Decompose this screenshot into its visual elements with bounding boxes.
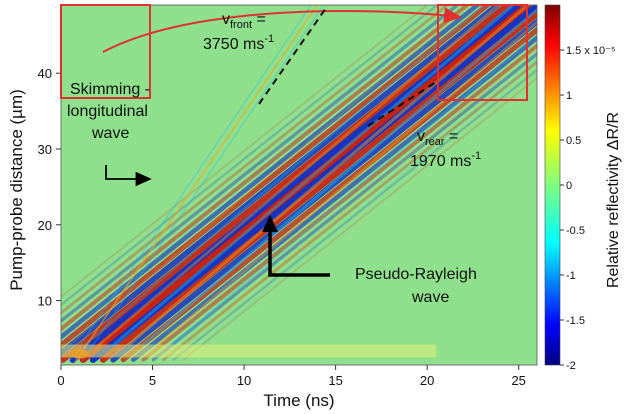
rayleigh-wave-annotation: Pseudo-Rayleigh wave xyxy=(262,215,477,306)
v-rear-value: 1970 ms-1 xyxy=(410,150,481,170)
wave-fringe xyxy=(120,26,537,363)
highlight-box-start xyxy=(60,4,151,99)
wave-fringe xyxy=(61,5,480,340)
rayleigh-arrowhead xyxy=(262,215,278,232)
rayleigh-line-1: Pseudo-Rayleigh xyxy=(355,266,477,283)
wave-fringe xyxy=(81,5,325,362)
colorbar-label: Relative reflectivity ΔR/R xyxy=(605,112,622,288)
plot-area xyxy=(60,4,538,366)
colorbar-tick-label: 0 xyxy=(566,180,572,192)
colorbar-tick-label: 0.5 xyxy=(566,135,581,147)
wave-fringe xyxy=(162,60,537,362)
skimming-line-3: wave xyxy=(91,125,129,142)
wave-fringe xyxy=(79,5,532,363)
wave-fringe xyxy=(61,5,501,357)
colorbar: -2 -1.5 -1 -0.5 0 0.5 1 1.5 x 10⁻⁵ Relative ref… xyxy=(544,4,622,372)
v-rear-label: vrear = xyxy=(417,128,458,148)
x-tick-label: 20 xyxy=(420,373,434,388)
wave-fringe xyxy=(100,9,537,363)
rayleigh-arrow xyxy=(268,226,330,277)
wave-fringe xyxy=(61,5,511,363)
v-front-value: 3750 ms-1 xyxy=(203,33,274,53)
wave-fringe xyxy=(182,76,537,361)
y-tick-label: 30 xyxy=(38,142,52,157)
rayleigh-line-2: wave xyxy=(411,289,449,306)
front-velocity-line xyxy=(258,7,327,105)
skimming-line-2: longitudinal xyxy=(67,103,148,120)
wave-fringe xyxy=(74,5,319,363)
colorbar-tick-label: 1 xyxy=(566,90,572,102)
wave-fringe xyxy=(68,5,312,362)
colorbar-tick-label: -0.5 xyxy=(566,225,585,237)
skimming-wave-annotation: Skimming - longitudinal wave xyxy=(67,81,152,187)
x-tick-label: 0 xyxy=(57,373,64,388)
y-tick-label: 20 xyxy=(38,218,52,233)
wave-fringe xyxy=(141,43,537,362)
wave-fringe xyxy=(69,5,521,363)
wave-fringe xyxy=(89,5,537,363)
wave-fringe xyxy=(141,7,537,347)
colorbar-gradient xyxy=(544,4,561,366)
colorbar-ticks: -2 -1.5 -1 -0.5 0 0.5 1 1.5 x 10⁻⁵ xyxy=(560,45,616,372)
wave-fringe xyxy=(62,5,305,362)
x-tick-label: 25 xyxy=(511,373,525,388)
wave-fringe xyxy=(61,5,439,307)
wave-fringe xyxy=(87,5,331,362)
x-tick-label: 5 xyxy=(149,373,156,388)
red-curved-arrow xyxy=(102,7,462,53)
wave-fringe xyxy=(61,5,429,299)
wave-fringe xyxy=(61,5,441,329)
wave-fringe xyxy=(151,51,537,362)
wave-fringe xyxy=(69,5,471,346)
skimming-arrow xyxy=(105,165,152,187)
wave-fringe xyxy=(172,68,537,361)
wave-fringe xyxy=(98,5,500,346)
x-tick-label: 10 xyxy=(237,373,251,388)
wave-fringe xyxy=(171,33,537,346)
x-axis: 0 5 10 15 20 25 xyxy=(57,365,526,388)
plot-frame xyxy=(60,4,538,366)
wave-fringe xyxy=(112,5,515,347)
colorbar-tick-label: 1.5 x 10⁻⁵ xyxy=(566,45,616,57)
wave-fringe xyxy=(61,5,470,332)
rear-velocity-line xyxy=(367,81,437,127)
wave-fringe xyxy=(186,45,537,346)
wave-layer xyxy=(61,5,537,363)
wave-fringe xyxy=(83,5,486,346)
colorbar-tick-label: -1 xyxy=(566,270,576,282)
wave-fringe xyxy=(61,5,460,324)
highlight-box-end xyxy=(437,4,528,101)
wave-fringe xyxy=(110,18,537,363)
y-tick-label: 10 xyxy=(38,294,52,309)
v-front-label: vfront = xyxy=(222,11,266,31)
origin-spot xyxy=(70,348,89,359)
y-axis-label: Pump-probe distance (µm) xyxy=(7,89,26,291)
y-axis: 10 20 30 40 xyxy=(38,66,61,309)
colorbar-tick-label: -2 xyxy=(566,360,576,372)
wave-fringe xyxy=(215,71,537,346)
bottom-band xyxy=(61,344,437,358)
wave-fringe xyxy=(201,58,537,346)
wave-fringe xyxy=(156,20,537,346)
colorbar-tick-label: -1.5 xyxy=(566,315,585,327)
wave-fringe xyxy=(61,5,456,341)
wave-fringe xyxy=(131,34,537,362)
x-axis-label: Time (ns) xyxy=(263,391,334,410)
wave-fringe xyxy=(127,5,530,347)
skimming-line-1: Skimming - xyxy=(70,81,150,98)
x-tick-label: 15 xyxy=(328,373,342,388)
y-tick-label: 40 xyxy=(38,66,52,81)
wave-fringe xyxy=(61,5,449,315)
